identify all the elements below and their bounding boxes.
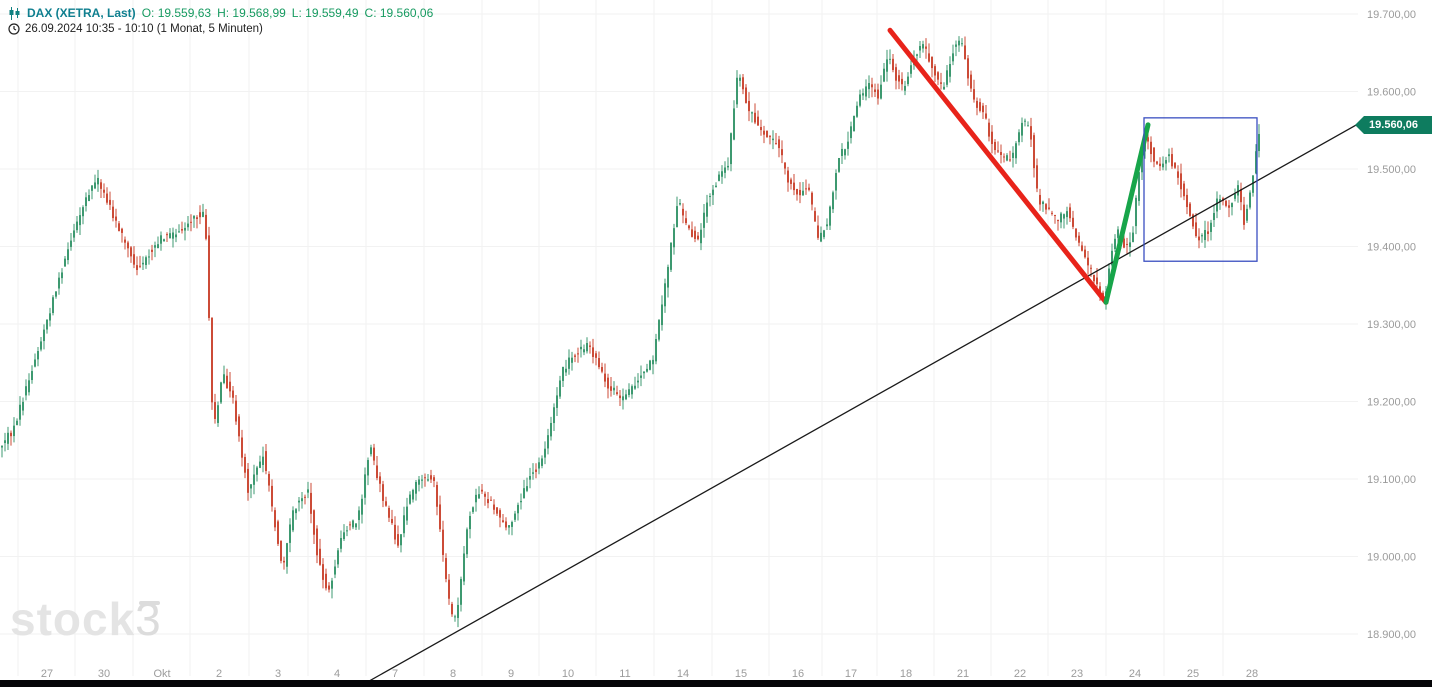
svg-text:9: 9 [508, 668, 514, 680]
svg-text:19.000,00: 19.000,00 [1367, 552, 1416, 564]
svg-text:18.900,00: 18.900,00 [1367, 629, 1416, 641]
chart-header: DAX (XETRA, Last) O: 19.559,63 H: 19.568… [8, 6, 433, 35]
stock3-logo: stock3 [10, 592, 162, 646]
svg-text:7: 7 [392, 668, 398, 680]
svg-text:19.200,00: 19.200,00 [1367, 397, 1416, 409]
svg-text:17: 17 [845, 668, 857, 680]
low-value: L: 19.559,49 [291, 6, 359, 20]
svg-text:10: 10 [562, 668, 574, 680]
open-value: O: 19.559,63 [141, 6, 212, 20]
svg-text:28: 28 [1246, 668, 1258, 680]
chart-type-icon [8, 6, 21, 20]
svg-text:24: 24 [1129, 668, 1141, 680]
svg-text:30: 30 [98, 668, 110, 680]
svg-text:19.100,00: 19.100,00 [1367, 474, 1416, 486]
svg-text:23: 23 [1071, 668, 1083, 680]
svg-text:19.400,00: 19.400,00 [1367, 242, 1416, 254]
svg-text:25: 25 [1187, 668, 1199, 680]
last-price-tag: 19.560,06 [1355, 116, 1432, 134]
svg-text:14: 14 [677, 668, 689, 680]
svg-text:18: 18 [900, 668, 912, 680]
svg-text:Okt: Okt [153, 668, 170, 680]
svg-text:4: 4 [334, 668, 340, 680]
svg-text:3: 3 [275, 668, 281, 680]
svg-text:21: 21 [957, 668, 969, 680]
svg-text:16: 16 [792, 668, 804, 680]
svg-text:8: 8 [450, 668, 456, 680]
svg-text:11: 11 [619, 668, 630, 680]
high-value: H: 19.568,99 [217, 6, 286, 20]
last-price-value: 19.560,06 [1369, 119, 1418, 131]
svg-text:22: 22 [1014, 668, 1026, 680]
svg-text:15: 15 [735, 668, 747, 680]
svg-text:19.300,00: 19.300,00 [1367, 319, 1416, 331]
timeline-scrollbar[interactable] [0, 680, 1432, 687]
close-value: C: 19.560,06 [364, 6, 434, 20]
timeframe-label: 26.09.2024 10:35 - 10:10 (1 Monat, 5 Min… [25, 23, 263, 35]
clock-icon [8, 23, 20, 35]
stock3-logo-three: 3 [135, 593, 162, 645]
svg-text:19.700,00: 19.700,00 [1367, 9, 1416, 21]
symbol-label: DAX (XETRA, Last) [27, 6, 136, 20]
stock3-logo-text: stock [10, 593, 136, 645]
svg-text:2: 2 [216, 668, 222, 680]
svg-text:19.600,00: 19.600,00 [1367, 87, 1416, 99]
svg-text:19.500,00: 19.500,00 [1367, 164, 1416, 176]
svg-text:27: 27 [41, 668, 53, 680]
